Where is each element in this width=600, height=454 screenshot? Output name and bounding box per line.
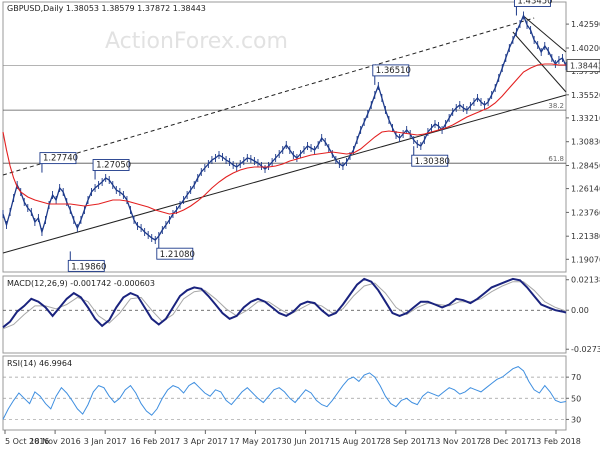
y-tick-label: 1.26140: [571, 185, 600, 194]
callout-label: 1.36510: [376, 66, 411, 76]
callout-label: 1.30380: [415, 157, 450, 167]
trendline-upper-channel: [2, 17, 535, 176]
trendline-lower-channel: [2, 94, 567, 254]
x-tick-label: 13 Nov 2017: [430, 437, 481, 446]
callout-box: [411, 154, 449, 167]
y-tick-label: 1.19070: [571, 255, 600, 264]
x-tick-label: 30 Jun 2017: [281, 437, 329, 446]
x-tick-label: 5 Oct 2016: [5, 437, 49, 446]
price-series-line: [2, 13, 567, 241]
y-tick-label: 1.33210: [571, 114, 600, 123]
panel-frame-0: [2, 1, 567, 273]
x-tick-label: 16 Feb 2017: [130, 437, 180, 446]
rsi-tick-label: 70: [571, 373, 581, 382]
rsi-tick-label: 30: [571, 415, 581, 424]
x-tick-label: 28 Sep 2017: [380, 437, 431, 446]
x-tick-label: 3 Jan 2017: [84, 437, 127, 446]
y-tick-label: 1.35520: [571, 91, 600, 100]
moving-average-line: [2, 63, 566, 215]
x-tick-label: 13 Feb 2018: [531, 437, 581, 446]
macd-tick-label: -0.027353: [571, 345, 600, 354]
y-tick-label: 1.28450: [571, 162, 600, 171]
macd-tick-label: 0.021384: [571, 276, 600, 285]
callout-box: [67, 259, 105, 272]
fib-label: 61.8: [548, 155, 564, 163]
callout-box: [92, 159, 130, 171]
y-tick-label: 1.23760: [571, 208, 600, 217]
callout-box: [156, 247, 194, 260]
y-tick-label: 1.21380: [571, 232, 600, 241]
watermark-text: ActionForex.com: [105, 29, 288, 54]
callout-label: 1.19860: [71, 262, 106, 272]
callout-box: [39, 152, 77, 165]
y-tick-label: 1.42590: [571, 20, 600, 29]
chart-title: GBPUSD,Daily 1.38053 1.38579 1.37872 1.3…: [7, 4, 206, 13]
y-tick-label: 1.30830: [571, 138, 600, 147]
x-tick-label: 28 Dec 2017: [480, 437, 531, 446]
fib-label: 38.2: [548, 102, 564, 110]
callout-label: 1.27740: [43, 154, 78, 164]
callout-label: 1.43450: [517, 0, 552, 7]
current-price-label: 1.38443: [570, 62, 600, 71]
callout-box: [372, 64, 410, 77]
x-tick-label: 15 Aug 2017: [330, 437, 381, 446]
y-tick-label: 1.40200: [571, 44, 600, 53]
x-tick-label: 17 May 2017: [229, 437, 281, 446]
rsi-title: RSI(14) 46.9964: [7, 359, 72, 368]
callout-label: 1.27050: [96, 161, 131, 171]
trendline-mini-upper: [523, 15, 567, 53]
rsi-tick-label: 50: [571, 394, 581, 403]
callout-box: [513, 0, 551, 7]
macd-title: MACD(12,26,9) -0.001742 -0.000603: [7, 279, 155, 288]
macd-tick-label: 0.00: [571, 306, 589, 315]
callout-label: 1.21080: [160, 250, 195, 260]
x-tick-label: 18 Nov 2016: [29, 437, 80, 446]
current-price-box: [566, 59, 600, 72]
panel-frame-2: [2, 355, 567, 431]
rsi-line: [2, 366, 567, 420]
macd-line: [2, 277, 567, 329]
panel-frame-1: [2, 275, 567, 354]
trendline-mini-lower: [512, 31, 567, 93]
x-tick-label: 3 Apr 2017: [183, 437, 227, 446]
